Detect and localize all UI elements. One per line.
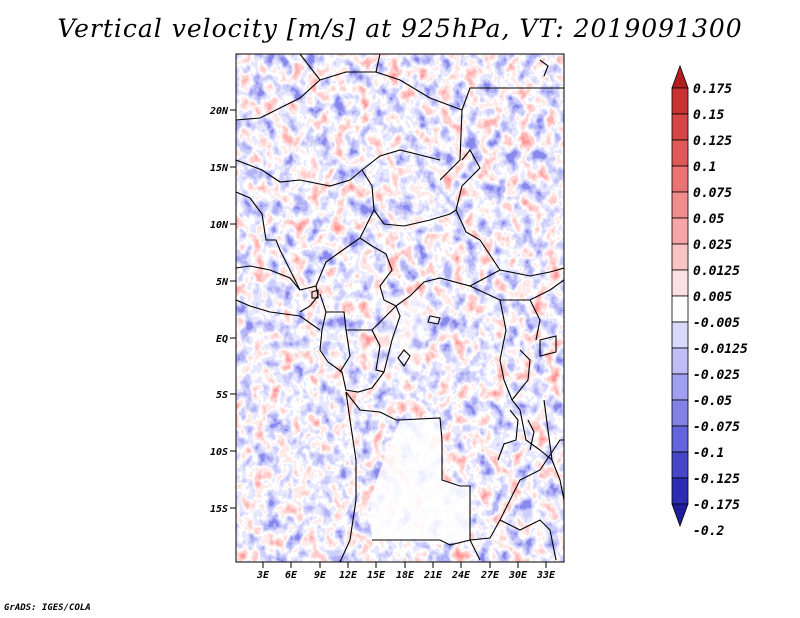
colorbar-swatch <box>671 87 689 115</box>
colorbar-swatch <box>671 451 689 479</box>
colorbar-swatch <box>671 425 689 453</box>
colorbar-swatch <box>671 243 689 271</box>
colorbar-swatch <box>671 113 689 141</box>
chart-title: Vertical velocity [m/s] at 925hPa, VT: 2… <box>57 14 743 43</box>
lat-tick-label: 10S <box>210 447 228 458</box>
colorbar-label: 0.005 <box>693 290 732 305</box>
colorbar-label: 0.1 <box>693 160 716 175</box>
lat-tick-label: 20N <box>209 106 229 117</box>
latitude-axis: 20N 15N 10N 5N EQ 5S 10S 15S <box>209 106 236 515</box>
country-borders <box>236 54 564 562</box>
colorbar-arrow-top <box>671 64 689 89</box>
colorbar-swatch <box>671 295 689 323</box>
colorbar-label: -0.1 <box>693 446 724 461</box>
lat-tick-label: 5S <box>216 390 228 401</box>
colorbar-swatch <box>671 477 689 505</box>
lat-tick-label: 5N <box>216 277 229 288</box>
colorbar-label: 0.15 <box>693 108 724 123</box>
vertical-velocity-field <box>236 54 564 562</box>
colorbar-label: 0.025 <box>693 238 732 253</box>
lat-tick-label: 15S <box>210 504 228 515</box>
colorbar-label: -0.0125 <box>693 342 748 357</box>
colorbar-swatch <box>671 191 689 219</box>
colorbar-swatch <box>671 269 689 297</box>
lat-tick-label: EQ <box>216 334 228 345</box>
lon-tick-label: 33E <box>536 570 556 581</box>
colorbar-label: -0.075 <box>693 420 740 435</box>
lon-tick-label: 6E <box>285 570 298 581</box>
lon-tick-label: 9E <box>314 570 327 581</box>
colorbar-swatch <box>671 139 689 167</box>
lat-tick-label: 10N <box>210 220 229 231</box>
map-frame <box>235 53 565 563</box>
lon-tick-label: 3E <box>256 570 270 581</box>
colorbar-swatch <box>671 165 689 193</box>
colorbar: 0.175 0.15 0.125 0.1 0.075 0.05 0.025 0.0125 0.0… <box>671 64 748 539</box>
lon-tick-label: 27E <box>480 570 500 581</box>
colorbar-label: 0.175 <box>693 82 732 97</box>
colorbar-label: -0.2 <box>693 524 724 539</box>
colorbar-label: -0.125 <box>693 472 740 487</box>
colorbar-swatch <box>671 373 689 401</box>
lon-tick-label: 21E <box>423 570 443 581</box>
colorbar-swatch <box>671 321 689 349</box>
lon-tick-label: 15E <box>367 570 386 581</box>
colorbar-label: 0.075 <box>693 186 732 201</box>
lon-tick-label: 30E <box>508 570 528 581</box>
longitude-axis: 3E 6E 9E 12E 15E 18E 21E 24E 27E 30E 33E <box>256 562 556 581</box>
colorbar-swatch <box>671 347 689 375</box>
lon-tick-label: 12E <box>339 570 358 581</box>
lat-tick-label: 15N <box>210 163 229 174</box>
footer-credit: GrADS: IGES/COLA <box>4 603 91 613</box>
lon-tick-label: 24E <box>451 570 471 581</box>
colorbar-label: -0.025 <box>693 368 740 383</box>
lon-tick-label: 18E <box>396 570 415 581</box>
colorbar-label: -0.05 <box>693 394 732 409</box>
colorbar-label: -0.005 <box>693 316 740 331</box>
colorbar-label: 0.0125 <box>693 264 740 279</box>
colorbar-label: 0.05 <box>693 212 724 227</box>
colorbar-label: 0.125 <box>693 134 732 149</box>
colorbar-swatch <box>671 217 689 245</box>
colorbar-label: -0.175 <box>693 498 740 513</box>
colorbar-swatch <box>671 399 689 427</box>
colorbar-arrow-bottom <box>671 503 689 528</box>
